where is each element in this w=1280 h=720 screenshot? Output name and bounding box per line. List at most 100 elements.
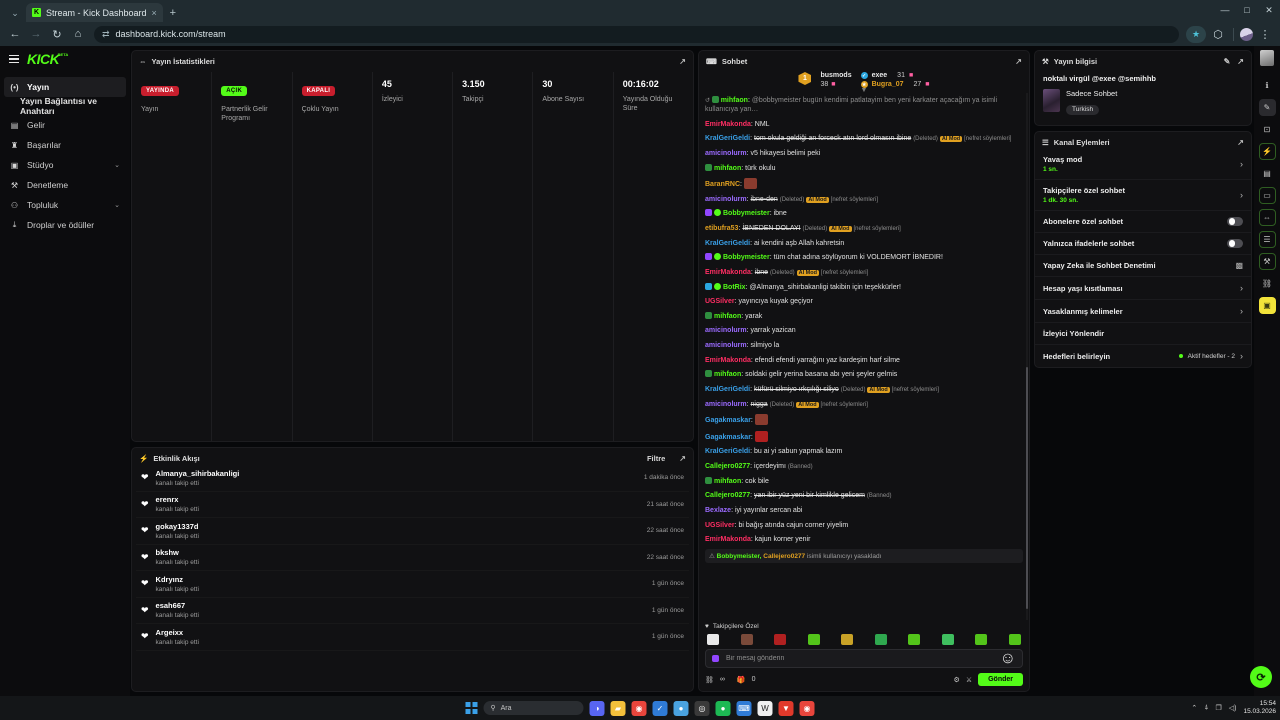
emote-button-3[interactable] <box>807 634 820 645</box>
chat-message[interactable]: mihfaon: soldaki gelir yerina basana abı… <box>705 368 1023 383</box>
extensions-icon[interactable]: ⬡ <box>1213 28 1223 41</box>
browser-icon[interactable]: ◎ <box>694 700 710 716</box>
expand-icon[interactable]: ↗ <box>1237 137 1244 147</box>
back-icon[interactable]: ← <box>9 28 21 40</box>
chat-message[interactable]: BaranRNC: <box>705 176 1023 193</box>
chat-username[interactable]: BotRix <box>723 283 746 291</box>
clock[interactable]: 15:54 15.03.2026 <box>1243 700 1276 716</box>
sidebar-subitem-stream-key[interactable]: Yayın Bağlantısı ve Anahtarı <box>20 96 98 116</box>
whiteboard-icon[interactable]: W <box>757 700 773 716</box>
chat-message[interactable]: KralGeriGeldi: bu ai yi sabun yapmak laz… <box>705 445 1023 460</box>
chat-username[interactable]: Bobbymeister <box>723 210 770 218</box>
emote-button-7[interactable] <box>941 634 954 645</box>
hamburger-icon[interactable] <box>9 54 19 64</box>
close-tab-icon[interactable]: × <box>151 7 157 18</box>
emote-button-9[interactable] <box>1008 634 1021 645</box>
sidebar-item-1[interactable]: ▤ Gelir <box>0 115 130 135</box>
chat-username[interactable]: EmirMakonda <box>705 120 751 128</box>
sidebar-item-0[interactable]: (•) Yayın <box>4 77 126 97</box>
chat-username[interactable]: KralGeriGeldi <box>705 448 751 456</box>
chrome-icon[interactable]: ◉ <box>631 700 647 716</box>
chat-message[interactable]: mihfaon: cok bile <box>705 474 1023 489</box>
table-row[interactable]: ❤ Argeixx kanalı takip etti 1 gün önce <box>136 624 689 651</box>
actions-icon[interactable]: ☰ <box>1258 231 1276 248</box>
start-button[interactable] <box>465 702 478 714</box>
emote-button-5[interactable] <box>874 634 887 645</box>
minimize-button[interactable]: — <box>1220 5 1230 15</box>
chat-username[interactable]: EmirMakonda <box>705 536 751 544</box>
share-icon[interactable]: ⛓ <box>1261 279 1273 288</box>
chat-message[interactable]: Gagakmaskar: <box>705 412 1023 429</box>
chat-username[interactable]: KralGeriGeldi <box>705 135 751 143</box>
channel-action-row-2[interactable]: Abonelere özel sohbet <box>1035 210 1251 232</box>
filter-button[interactable]: Filtre <box>646 453 666 463</box>
channel-action-row-7[interactable]: İzleyici Yönlendir <box>1035 322 1251 344</box>
expand-icon[interactable]: ↗ <box>1015 56 1022 66</box>
table-row[interactable]: ❤ bkshw kanalı takip etti 22 saat önce <box>136 545 689 571</box>
reload-icon[interactable]: ↻ <box>52 28 62 41</box>
sidebar-item-2[interactable]: ♜ Başarılar <box>0 135 130 155</box>
user-avatar[interactable] <box>1260 50 1274 66</box>
chat-message[interactable]: BotRix: @Almanya_sihirbakanligi takibin … <box>705 280 1023 295</box>
chat-message[interactable]: ↺ mihfaon: @bobbymeister bugün kendimi p… <box>705 93 1023 117</box>
chat-icon[interactable]: ▭ <box>1258 187 1276 204</box>
chart-icon[interactable]: ▩ <box>1235 261 1243 270</box>
layout-icon[interactable]: ⊡ <box>1263 125 1271 134</box>
table-row[interactable]: ❤ Almanya_sihirbakanligi kanalı takip et… <box>136 465 689 492</box>
emoji-picker-icon[interactable]: ☺ <box>999 649 1016 667</box>
sidebar-item-3[interactable]: ▣ Stüdyo ⌄ <box>0 155 130 175</box>
address-bar[interactable]: ⇄ dashboard.kick.com/stream <box>94 25 1179 43</box>
chat-username[interactable]: mihfaon <box>714 371 742 379</box>
chat-username[interactable]: Bobbymeister <box>723 254 770 262</box>
tab-search-button[interactable]: ⌄ <box>4 4 26 22</box>
expand-icon[interactable]: ↗ <box>679 453 686 463</box>
sidebar-item-4[interactable]: ⚒ Denetleme <box>0 175 130 195</box>
chat-username[interactable]: Callejero0277 <box>705 492 751 500</box>
activity-icon[interactable]: ⚡ <box>1258 143 1276 160</box>
infinity-icon[interactable]: ∞ <box>719 676 725 683</box>
chat-message[interactable]: mihfaon: türk okulu <box>705 161 1023 176</box>
chat-username[interactable]: Gagakmaskar <box>705 433 751 441</box>
discord-icon[interactable]: ◑ <box>589 700 605 716</box>
info-icon[interactable]: ℹ <box>1265 81 1269 90</box>
chat-message[interactable]: EmirMakonda: NML <box>705 117 1023 132</box>
chat-username[interactable]: mihfaon <box>714 477 742 485</box>
chat-message[interactable]: amicinolurm: nigga (Deleted) AI Mod [nef… <box>705 397 1023 412</box>
browser-menu-icon[interactable]: ⋮ <box>1259 28 1271 41</box>
chat-message[interactable]: Callejero0277: içerdeyimı (Banned) <box>705 459 1023 474</box>
chat-username[interactable]: amicinolurm <box>705 195 747 203</box>
chrome-active-icon[interactable]: ◉ <box>799 700 815 716</box>
table-row[interactable]: ❤ esah667 kanalı takip etti 1 gün önce <box>136 598 689 624</box>
chevron-right-icon[interactable]: › <box>1240 351 1243 361</box>
emote-button-0[interactable] <box>707 634 719 645</box>
chat-username[interactable]: Gagakmaskar <box>705 417 751 425</box>
chat-message[interactable]: amicinolurm: yarrak yazican <box>705 324 1023 339</box>
settings-gear-icon[interactable]: ⚙ <box>953 676 960 684</box>
chat-username[interactable]: amicinolurm <box>705 400 747 408</box>
tools-icon[interactable]: ⚒ <box>1258 253 1276 270</box>
maximize-button[interactable]: □ <box>1244 5 1250 15</box>
stats-icon[interactable]: ⇔ <box>1258 209 1276 226</box>
chevron-right-icon[interactable]: › <box>1240 190 1243 200</box>
close-window-button[interactable]: ✕ <box>1265 4 1273 15</box>
chat-username[interactable]: KralGeriGeldi <box>705 385 751 393</box>
channel-action-row-3[interactable]: Yalnızca ifadelerle sohbet <box>1035 232 1251 254</box>
chat-message[interactable]: Bexlaze: iyi yayınlar sercan abi <box>705 503 1023 518</box>
chat-message[interactable]: Bobbymeister: ibne <box>705 207 1023 222</box>
chat-message[interactable]: KralGeriGeldi: ai kendini aşb Allah kahr… <box>705 236 1023 251</box>
edit-icon[interactable]: ✎ <box>1258 99 1276 116</box>
chat-username[interactable]: KralGeriGeldi <box>705 239 751 247</box>
edit-icon[interactable]: ✎ <box>1223 56 1231 66</box>
expand-icon[interactable]: ↗ <box>1237 56 1244 66</box>
home-icon[interactable]: ⌂ <box>74 28 82 40</box>
chat-leaderboard[interactable]: 1 busmods 38 ■ ✓ exee 31 ■ ★ Bugra_07 27 <box>699 68 1029 88</box>
gift-icon[interactable]: 🎁 <box>736 676 746 684</box>
chat-username[interactable]: etibufra53 <box>705 225 739 233</box>
send-button[interactable]: Gönder <box>978 673 1023 686</box>
refresh-fab-button[interactable]: ⟳ <box>1250 666 1272 688</box>
table-row[interactable]: ❤ erenrx kanalı takip etti 21 saat önce <box>136 492 689 518</box>
vscode-icon[interactable]: ⌨ <box>736 700 752 716</box>
tray-chevron-icon[interactable]: ⌃ <box>1191 705 1198 712</box>
chat-username[interactable]: amicinolurm <box>705 327 747 335</box>
chat-message[interactable]: Bobbymeister: tüm chat adına söylüyorum … <box>705 251 1023 266</box>
